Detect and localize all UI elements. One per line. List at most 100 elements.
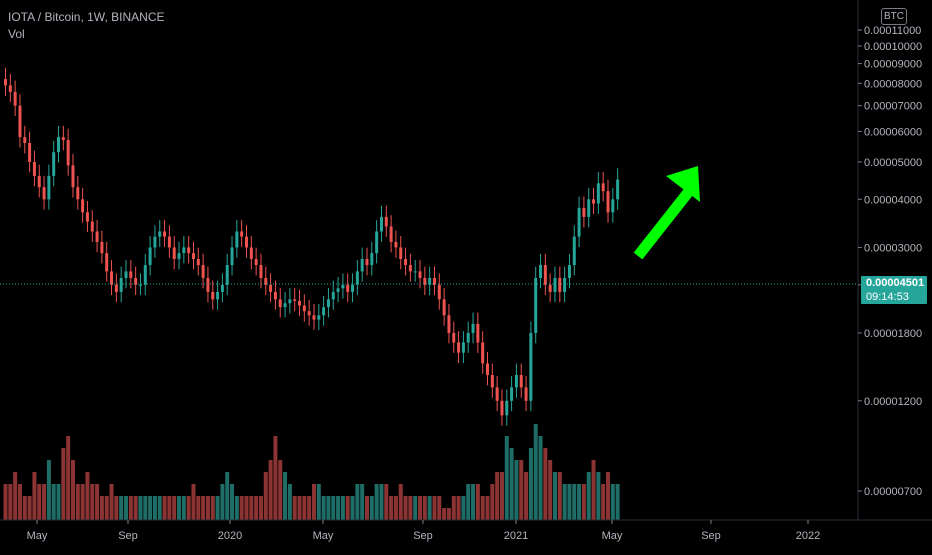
candle [408,265,412,272]
candle [524,387,528,401]
volume-bar [244,496,249,520]
volume-study-label[interactable]: Vol [8,27,25,41]
candle [587,199,591,217]
volume-bar [85,472,90,520]
volume-bar [432,496,437,520]
symbol-title[interactable]: IOTA / Bitcoin, 1W, BINANCE [8,10,165,24]
volume-bar [37,484,42,520]
candle [148,247,152,266]
x-tick-label: Sep [118,530,138,542]
candle [572,236,576,266]
volume-bar [167,496,172,520]
volume-bar [302,496,307,520]
candle [365,258,369,266]
volume-bar [80,484,85,520]
candle [500,400,504,416]
volume-bar [157,496,162,520]
candle [95,231,99,242]
candle [105,253,109,272]
volume-bar [365,496,369,520]
volume-bar [205,496,210,520]
volume-bar [186,496,191,520]
volume-bar [466,484,471,520]
volume-bar [413,496,418,520]
volume-bar [56,484,61,520]
volume-bar [66,436,71,520]
candle [42,187,46,200]
candle [264,277,268,285]
volume-bar [596,472,601,520]
chart-legend: IOTA / Bitcoin, 1W, BINANCE Vol [8,9,165,43]
volume-bar [548,460,553,520]
volume-bar [61,448,66,520]
candle [134,277,138,285]
volume-bar [514,460,519,520]
volume-bar [287,484,292,520]
volume-bar [350,496,355,520]
candle [336,288,340,292]
candle [379,216,383,232]
candle [37,175,41,188]
candle [18,105,22,138]
volume-bar [442,508,447,520]
candle [341,284,345,289]
candle [211,291,215,300]
volume-bar [51,484,56,520]
volume-bar [562,484,567,520]
volume-bar [586,472,591,520]
volume-bar [456,496,461,520]
x-tick-label: May [27,530,48,542]
candle [481,342,485,364]
candle [85,212,89,222]
candle [307,311,311,316]
candle [404,258,408,266]
volume-bar [610,484,615,520]
candle [582,207,586,217]
volume-bar [8,484,13,520]
x-tick-label: 2021 [504,530,528,542]
up-arrow-icon[interactable] [633,166,700,260]
currency-badge[interactable]: BTC [881,8,907,25]
volume-bar [499,472,504,520]
volume-bar [128,496,133,520]
candle [167,236,171,248]
candle [235,231,239,248]
candle [606,191,610,213]
candle [471,323,475,333]
candle [158,231,162,237]
candle [389,226,393,242]
candle [187,247,191,254]
y-tick-label: 0.00001200 [864,396,922,408]
y-tick-label: 0.00003000 [864,242,922,254]
volume-bar [75,484,80,520]
candle [196,258,200,266]
volume-bar [403,496,408,520]
candle [592,199,596,204]
last-price-value: 0.00004501 [866,277,925,289]
candle [399,247,403,259]
volume-bar [398,484,403,520]
candle [596,183,600,204]
volume-bar [519,460,524,520]
candle [240,231,244,237]
candle [486,363,489,375]
candle [278,299,282,308]
volume-bar [480,496,485,520]
volume-bar [379,484,384,520]
volume-bar [263,472,268,520]
volume-bar [258,496,263,520]
volume-bar [446,508,451,520]
candle [143,265,147,285]
candle [428,277,432,285]
volume-bar [374,484,379,520]
volume-bar [471,484,476,520]
candle [52,152,56,176]
volume-bar [543,448,548,520]
candle [71,165,75,188]
candle [153,236,157,248]
volume-bar [606,472,610,520]
candle [172,247,176,259]
volume-bar [268,460,273,520]
